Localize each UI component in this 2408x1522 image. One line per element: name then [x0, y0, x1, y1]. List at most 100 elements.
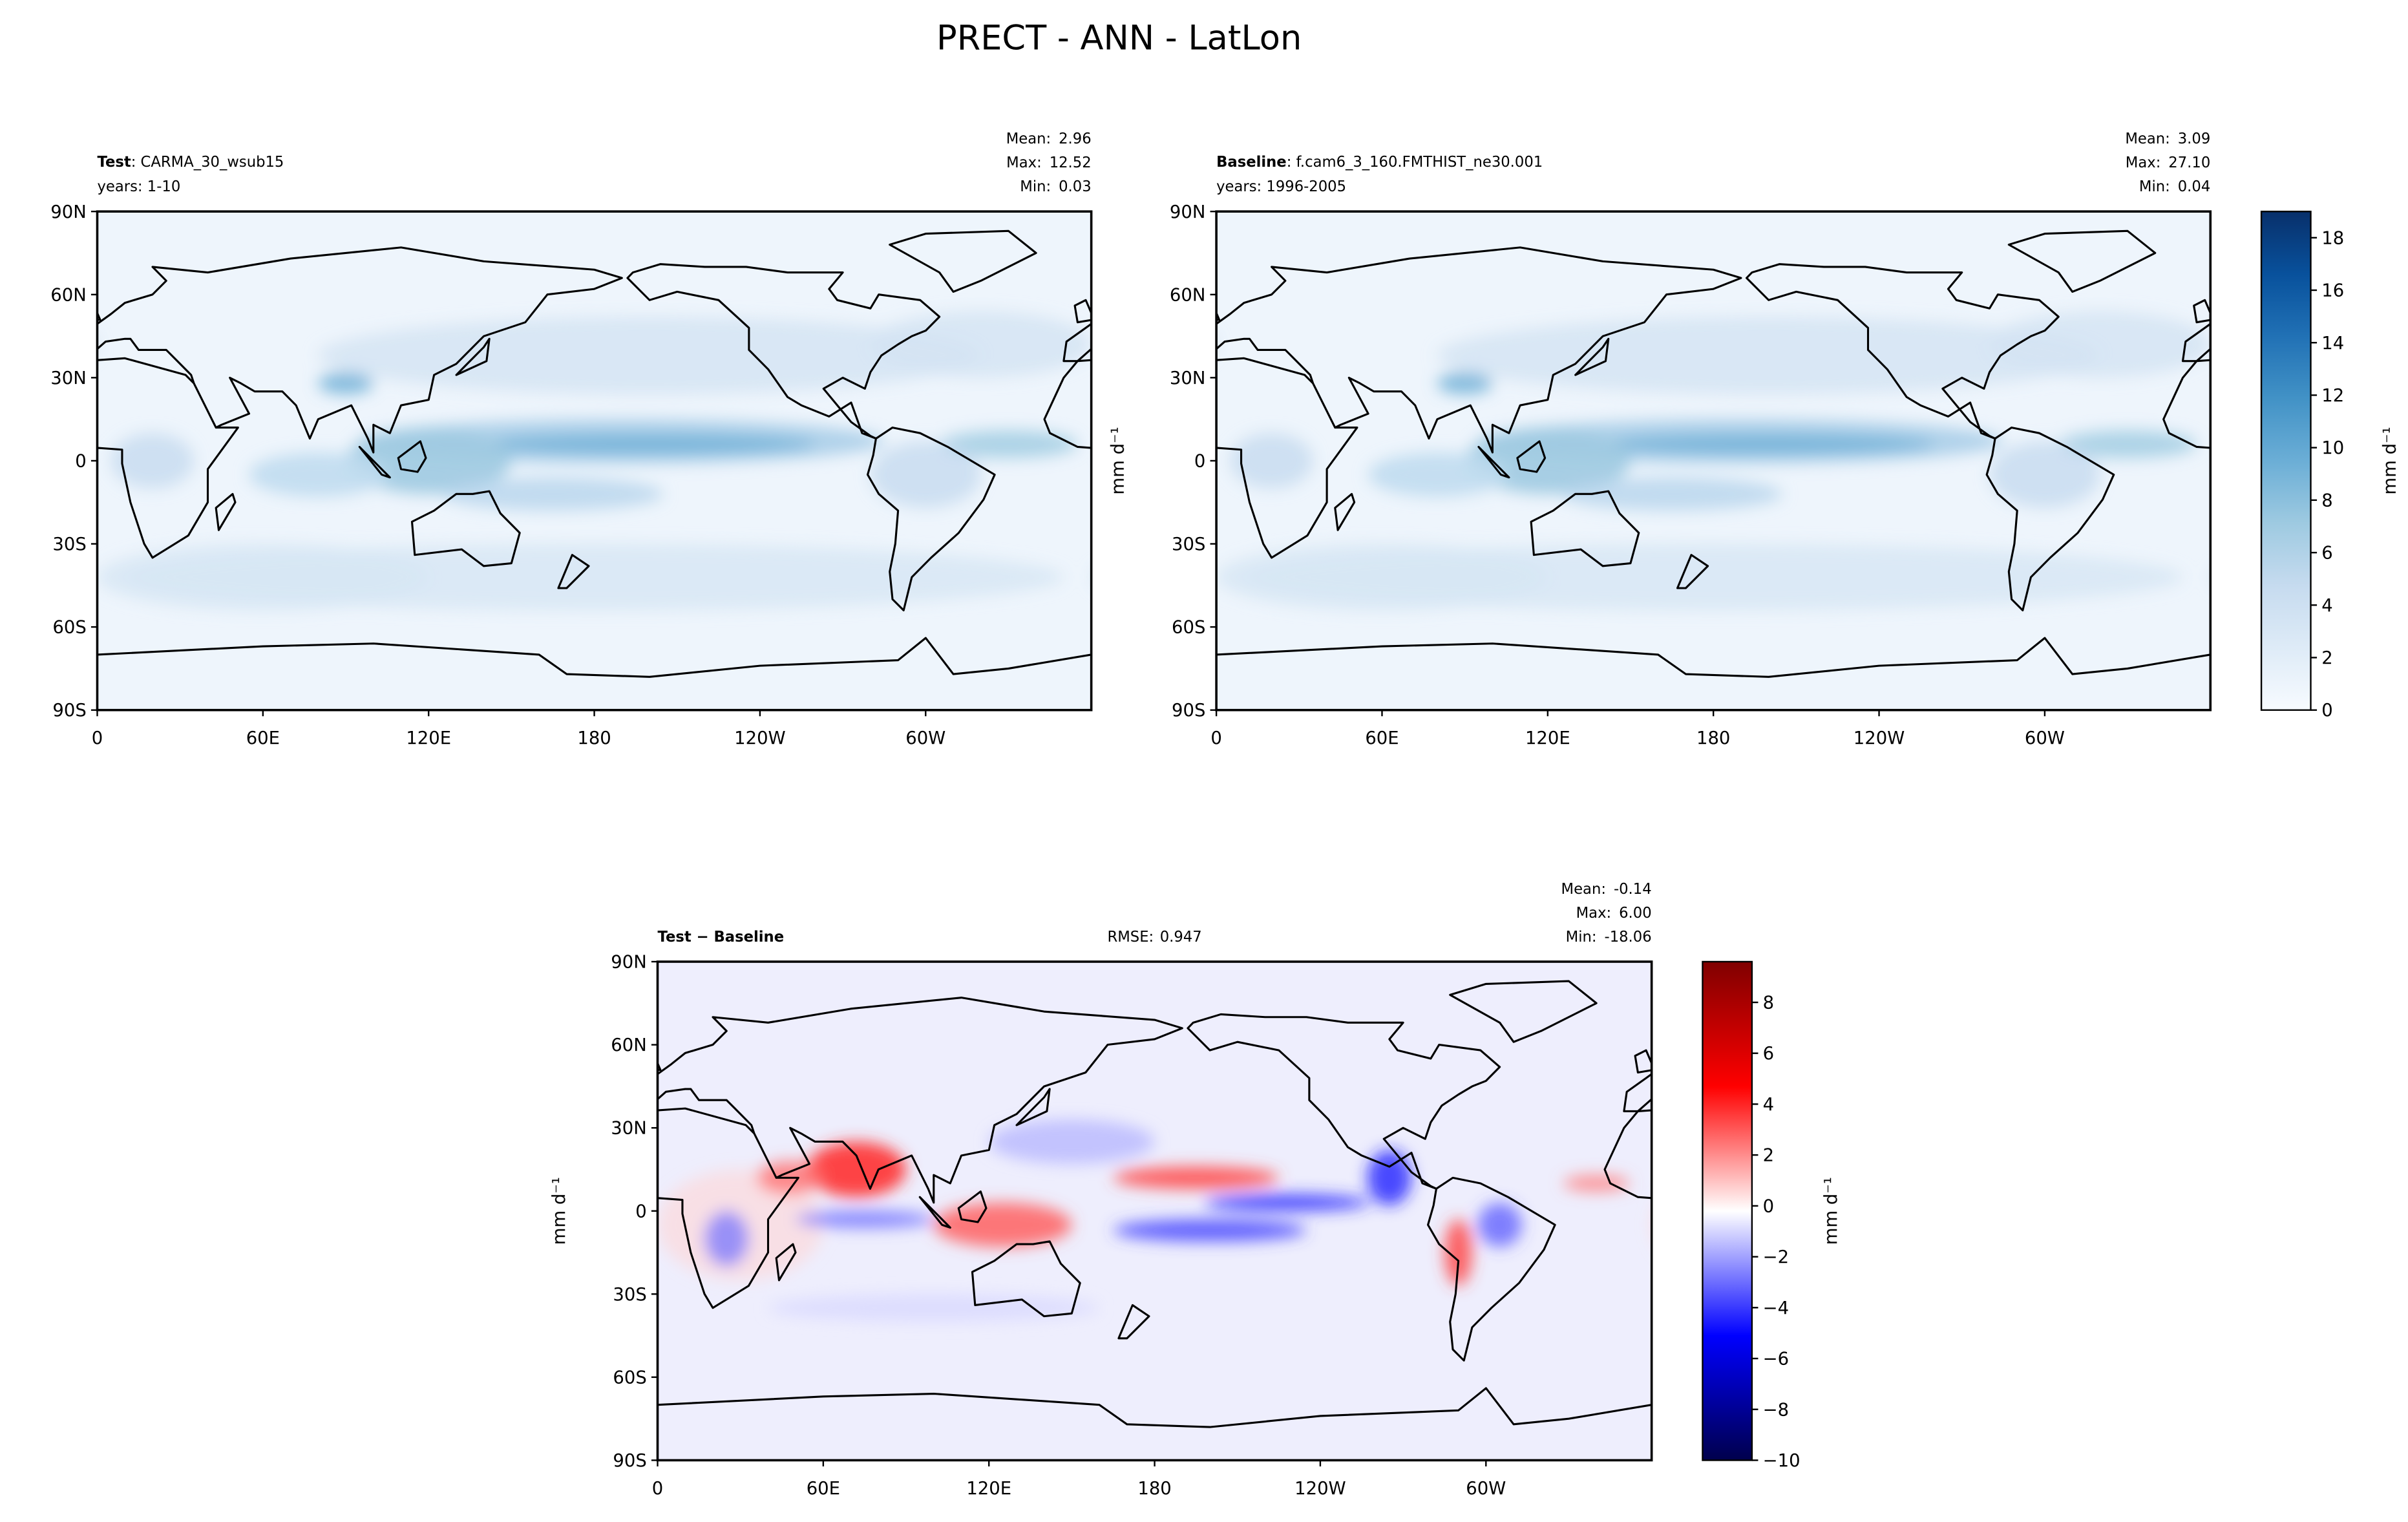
stat: Max: 12.52 [1006, 154, 1091, 171]
y-tick-label: 60N [611, 1035, 646, 1055]
contour-region [1113, 1219, 1307, 1242]
y-tick-label: 30S [52, 534, 86, 555]
contour-region [1989, 441, 2100, 508]
y-tick-label: 60S [1172, 618, 1205, 638]
contour-region [1204, 1194, 1370, 1211]
colorbar-tick-label: 6 [1763, 1044, 1774, 1064]
stat-value: -0.14 [1614, 881, 1652, 898]
stat: Min: 0.03 [1020, 178, 1091, 195]
panel-title: Test − Baseline [657, 929, 784, 946]
contour-region [796, 1210, 934, 1228]
colorbar-tick-label: −8 [1763, 1400, 1789, 1420]
panel-title-run: : CARMA_30_wsub15 [131, 154, 284, 171]
stat-value: 27.10 [2168, 154, 2210, 171]
map-field [657, 961, 1652, 1461]
stat-name: Max: [2126, 154, 2161, 171]
stat-name: Max: [1576, 905, 1612, 922]
colorbar-label: mm d⁻¹ [1821, 1177, 1841, 1245]
panel-years: years: 1996-2005 [1216, 178, 1346, 195]
colorbar-tick-label: 10 [2321, 438, 2344, 458]
contour-region [1561, 477, 1783, 511]
stat-value: 3.09 [2178, 131, 2211, 147]
contour-region [1989, 311, 2211, 378]
coastline [97, 229, 1092, 678]
figure-title: PRECT - ANN - LatLon [936, 19, 1302, 58]
contour-region [870, 441, 981, 508]
map-field [97, 211, 1092, 710]
x-tick-label: 60W [2025, 728, 2065, 748]
stat: Mean: 2.96 [1006, 131, 1092, 147]
contour-region [1230, 433, 1313, 489]
x-tick-label: 180 [1696, 728, 1730, 748]
stat-name: Max: [1006, 154, 1042, 171]
contour-region [249, 452, 388, 497]
x-tick-label: 60E [246, 728, 280, 748]
contour-region [1477, 1202, 1522, 1247]
colorbar [1702, 960, 1753, 1461]
x-tick-label: 60E [1365, 728, 1399, 748]
x-tick-label: 120W [1854, 728, 1905, 748]
stat: Max: 27.10 [2126, 154, 2210, 171]
contour-region [1563, 1175, 1630, 1192]
colorbar-tick-label: 12 [2321, 386, 2344, 406]
panel-title-name: Baseline [1216, 154, 1287, 171]
panel-title-name: Test − Baseline [657, 929, 784, 946]
y-tick-label: 90S [52, 701, 86, 721]
y-tick-label: 60N [50, 285, 86, 305]
stat-name: Mean: [2125, 131, 2170, 147]
y-tick-label: 90S [1172, 701, 1205, 721]
rmse-name: RMSE: [1107, 929, 1154, 946]
y-tick-label: 60S [52, 618, 86, 638]
colorbar-tick-label: 0 [1763, 1196, 1774, 1216]
x-tick-label: 120W [734, 728, 786, 748]
rmse: RMSE: 0.947 [1107, 929, 1201, 946]
y-tick-label: 90N [1170, 202, 1205, 222]
y-tick-label: 90N [611, 953, 646, 973]
contour-region [2058, 430, 2197, 458]
contour-region [1444, 1219, 1472, 1286]
colorbar-tick-label: 6 [2321, 544, 2332, 564]
contour-region [483, 434, 816, 454]
colorbar-tick-label: 8 [1763, 993, 1774, 1013]
map-field [1216, 211, 2211, 710]
x-tick-label: 0 [652, 1479, 663, 1499]
y-tick-label: 30S [1172, 534, 1205, 555]
y-tick-label: 60N [1170, 285, 1205, 305]
panel-title-name: Test [97, 154, 131, 171]
contour-region [807, 1141, 907, 1198]
y-axis-label: mm d⁻¹ [1108, 427, 1128, 494]
colorbar-tick-label: −2 [1763, 1247, 1789, 1267]
colorbar-tick-label: 14 [2321, 333, 2344, 354]
colorbar-tick-label: 4 [2321, 596, 2332, 616]
y-tick-label: 90N [50, 202, 86, 222]
panel-title: Baseline: f.cam6_3_160.FMTHIST_ne30.001 [1216, 154, 1543, 171]
contour-region [1603, 434, 1934, 454]
contour-fill [97, 311, 1092, 611]
y-tick-label: 0 [1194, 452, 1205, 472]
stat: Max: 6.00 [1576, 905, 1652, 922]
colorbar [2260, 211, 2312, 711]
contour-region [870, 311, 1092, 378]
colorbar-tick-label: −10 [1763, 1451, 1801, 1471]
y-tick-label: 30N [50, 368, 86, 388]
contour-region [111, 433, 195, 489]
y-tick-label: 0 [635, 1201, 646, 1221]
x-tick-label: 120E [406, 728, 451, 748]
x-tick-label: 0 [1210, 728, 1221, 748]
stat-value: 0.03 [1059, 178, 1092, 195]
stat-name: Min: [1020, 178, 1051, 195]
colorbar-tick-label: 16 [2321, 281, 2344, 301]
y-tick-label: 30N [611, 1119, 646, 1139]
contour-region [97, 544, 429, 611]
y-tick-label: 30S [613, 1285, 646, 1305]
x-tick-label: 120E [1525, 728, 1570, 748]
x-tick-label: 60W [905, 728, 945, 748]
colorbar-tick-label: −4 [1763, 1298, 1789, 1318]
stat: Min: 0.04 [2139, 178, 2210, 195]
rmse-value: 0.947 [1160, 929, 1202, 946]
x-tick-label: 60W [1466, 1479, 1506, 1499]
y-axis-label: mm d⁻¹ [549, 1177, 569, 1245]
contour-region [442, 477, 664, 511]
contour-region [989, 1119, 1155, 1164]
